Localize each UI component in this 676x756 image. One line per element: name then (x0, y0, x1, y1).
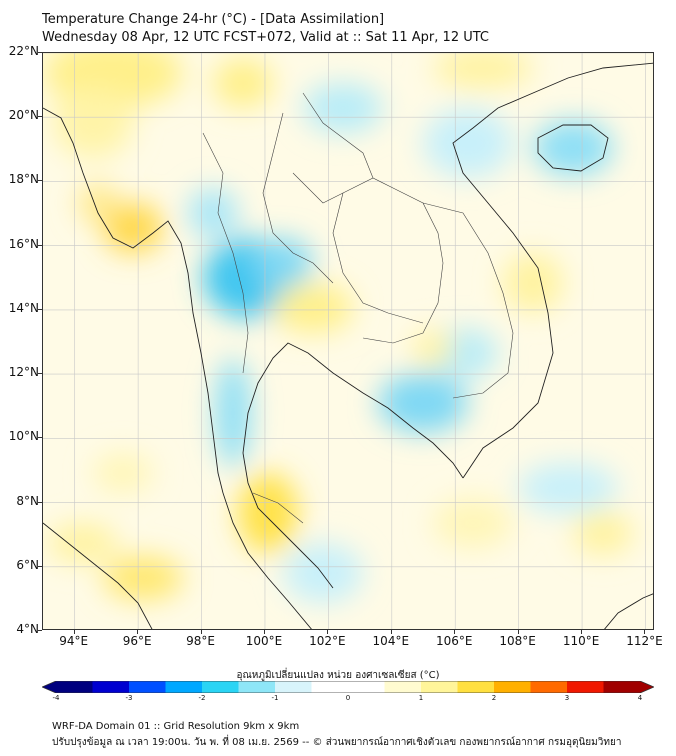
lon-label: 98°E (186, 634, 215, 648)
lat-label: 10°N (8, 429, 39, 444)
lat-tick (38, 501, 42, 503)
lon-label: 100°E (245, 634, 283, 648)
lat-tick (38, 373, 42, 375)
lat-tick (38, 630, 42, 631)
lat-tick (38, 52, 42, 53)
lat-tick (38, 437, 42, 439)
colorbar-segment (494, 681, 531, 693)
colorbar-segment (238, 681, 276, 693)
colorbar-segment (129, 681, 166, 693)
colorbar-tick-label: -4 (52, 694, 60, 702)
lat-label: 18°N (8, 172, 39, 187)
lat-tick (38, 308, 42, 310)
colorbar-segment (275, 681, 312, 693)
lon-tick (581, 630, 583, 634)
graticule (43, 53, 653, 629)
lat-tick (38, 116, 42, 118)
borders (202, 92, 514, 524)
colorbar-title: อุณหภูมิเปลี่ยนแปลง หน่วย องศาเซลเซียส (… (236, 670, 440, 681)
lon-tick (200, 630, 202, 634)
map-subtitle: Wednesday 08 Apr, 12 UTC FCST+072, Valid… (42, 30, 489, 45)
lon-label: 96°E (122, 634, 152, 648)
lon-tick (517, 630, 519, 634)
colorbar-segment (603, 681, 641, 693)
lon-label: 102°E (309, 634, 346, 648)
lon-tick (390, 630, 392, 634)
lat-label: 8°N (16, 493, 39, 508)
colorbar-segment (384, 681, 422, 693)
lat-label: 4°N (16, 622, 39, 636)
lon-tick (137, 630, 139, 634)
colorbar-segment (421, 681, 458, 693)
lon-label: 110°E (562, 634, 600, 648)
colorbar-segment (311, 681, 349, 693)
lat-tick (38, 180, 42, 182)
lat-label: 14°N (8, 300, 39, 315)
colorbar-tick-label: 1 (418, 694, 424, 702)
lon-label: 106°E (435, 634, 473, 648)
colorbar-min-arrow (42, 681, 56, 693)
map-title: Temperature Change 24-hr (°C) - [Data As… (42, 12, 385, 27)
lon-label: 112°E (626, 634, 663, 648)
lat-label: 12°N (8, 365, 39, 380)
colorbar-segment (457, 681, 495, 693)
colorbar-tick-label: -3 (125, 694, 133, 702)
lat-tick (38, 244, 42, 246)
colorbar-segment (348, 681, 385, 693)
map-canvas (43, 53, 653, 629)
anomaly-field (43, 53, 633, 603)
colorbar-tick-label: -2 (198, 694, 206, 702)
lon-tick (263, 630, 265, 634)
lon-tick (327, 630, 329, 634)
lat-label: 6°N (16, 557, 39, 572)
lon-label: 94°E (59, 634, 89, 648)
lon-tick (454, 630, 456, 634)
colorbar-tick-label: 4 (637, 694, 643, 702)
lon-label: 108°E (499, 634, 536, 648)
colorbar-tick-label: 0 (345, 694, 351, 702)
colorbar-segment (56, 681, 93, 693)
lat-label: 20°N (8, 108, 39, 123)
colorbar-segment (165, 681, 203, 693)
lon-tick (73, 630, 75, 634)
lon-tick (644, 630, 646, 634)
colorbar (42, 681, 654, 693)
colorbar-tick-label: 2 (491, 694, 497, 702)
temperature-change-map (42, 52, 654, 630)
colorbar-tick-label: 3 (564, 694, 570, 702)
footer-model-info: WRF-DA Domain 01 :: Grid Resolution 9km … (52, 721, 300, 732)
coastlines (43, 62, 653, 629)
colorbar-segment (92, 681, 130, 693)
lat-tick (38, 565, 42, 567)
lat-label: 22°N (8, 44, 39, 58)
colorbar-tick-label: -1 (271, 694, 279, 702)
colorbar-max-arrow (640, 681, 654, 693)
lat-label: 16°N (8, 236, 39, 251)
lon-label: 104°E (372, 634, 410, 648)
colorbar-segment (202, 681, 239, 693)
footer-credit: ปรับปรุงข้อมูล ณ เวลา 19:00น. วัน พ. ที่… (52, 737, 622, 748)
colorbar-segment (567, 681, 604, 693)
colorbar-segment (530, 681, 568, 693)
